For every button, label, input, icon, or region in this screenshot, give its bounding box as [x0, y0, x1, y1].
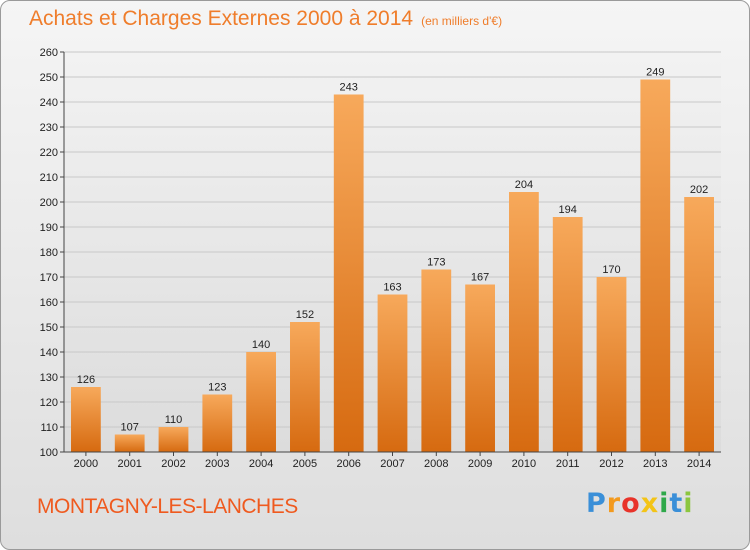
bar-2010 — [509, 192, 539, 452]
commune-name: MONTAGNY-LES-LANCHES — [37, 495, 298, 518]
logo-letter: i — [683, 488, 694, 519]
y-tick-label: 170 — [40, 272, 58, 284]
bar-2007 — [377, 294, 408, 452]
x-tick-label: 2012 — [599, 458, 623, 470]
bar-2003 — [202, 394, 233, 452]
y-tick-label: 130 — [40, 372, 58, 384]
y-tick-label: 240 — [40, 97, 58, 109]
bar-2012 — [596, 277, 627, 452]
data-label: 152 — [296, 309, 314, 321]
bar-2009 — [465, 284, 495, 452]
data-label: 194 — [559, 204, 577, 216]
x-tick-label: 2013 — [643, 458, 667, 470]
y-tick-label: 250 — [40, 72, 58, 84]
x-tick-label: 2005 — [293, 458, 317, 470]
bar-2001 — [114, 434, 145, 452]
data-label: 140 — [252, 339, 270, 351]
x-tick-label: 2014 — [687, 458, 711, 470]
data-label: 123 — [208, 382, 226, 394]
x-tick-label: 2011 — [556, 458, 580, 470]
y-tick-label: 140 — [40, 347, 58, 359]
data-label: 126 — [77, 374, 95, 386]
x-tick-label: 2003 — [205, 458, 229, 470]
y-tick-label: 160 — [40, 297, 58, 309]
y-tick-label: 100 — [40, 447, 58, 459]
bar-2011 — [552, 217, 583, 452]
logo-letter: P — [586, 488, 607, 519]
x-tick-label: 2007 — [380, 458, 404, 470]
data-label: 110 — [165, 414, 183, 426]
bar-2006 — [333, 94, 364, 452]
chart-title-text: Achats et Charges Externes 2000 à 2014 — [29, 7, 414, 30]
y-tick-label: 220 — [40, 147, 58, 159]
chart-unit: (en milliers d'€) — [421, 14, 503, 28]
chart-title: Achats et Charges Externes 2000 à 2014 (e… — [29, 7, 502, 31]
x-tick-label: 2008 — [424, 458, 448, 470]
proxiti-logo[interactable]: Proxiti — [586, 488, 694, 519]
logo-letter: i — [659, 488, 670, 519]
data-label: 173 — [427, 257, 445, 269]
x-axis: 2000 2001 2002 2003 2004 2005 2006 2007 2008 2009… — [64, 451, 721, 470]
y-tick-label: 200 — [40, 197, 58, 209]
x-tick-label: 2004 — [249, 458, 273, 470]
y-tick-label: 190 — [40, 222, 58, 234]
y-tick-label: 110 — [40, 422, 58, 434]
data-label: 202 — [690, 184, 708, 196]
data-label: 163 — [383, 282, 401, 294]
data-label: 249 — [646, 67, 664, 79]
logo-letter: t — [669, 488, 684, 519]
bar-2002 — [158, 427, 189, 452]
data-label: 204 — [515, 179, 533, 191]
data-label: 170 — [602, 264, 620, 276]
x-tick-label: 2009 — [468, 458, 492, 470]
x-tick-label: 2001 — [117, 458, 141, 470]
y-tick-label: 210 — [40, 172, 58, 184]
x-tick-label: 2010 — [512, 458, 536, 470]
y-tick-label: 120 — [40, 397, 58, 409]
bar-2000 — [71, 387, 101, 452]
bar-2004 — [246, 352, 276, 452]
y-tick-label: 260 — [40, 47, 58, 59]
y-axis: 100 110 120 130 140 150 160 170 180 190 200 210 220 2… — [40, 47, 65, 459]
x-tick-label: 2002 — [161, 458, 185, 470]
bar-2013 — [640, 79, 671, 452]
data-label: 243 — [340, 82, 358, 94]
bar-2005 — [290, 322, 320, 452]
bar-2008 — [421, 269, 452, 452]
x-tick-label: 2000 — [74, 458, 98, 470]
logo-letter: o — [621, 488, 641, 519]
data-label: 167 — [471, 272, 489, 284]
bars: 126 107 110 123 140 152 243 163 173 167 204 194 170 2… — [71, 67, 714, 452]
x-tick-label: 2006 — [336, 458, 360, 470]
y-tick-label: 180 — [40, 247, 58, 259]
y-tick-label: 150 — [40, 322, 58, 334]
data-label: 107 — [121, 422, 139, 434]
logo-letter: r — [606, 488, 622, 519]
bar-2014 — [684, 197, 714, 452]
y-tick-label: 230 — [40, 122, 58, 134]
logo-letter: x — [640, 488, 660, 519]
